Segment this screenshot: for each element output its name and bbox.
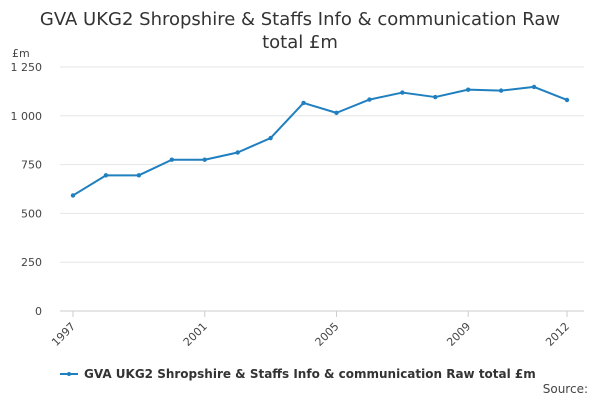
data-point-2005[interactable] bbox=[334, 110, 339, 116]
data-point-2009[interactable] bbox=[466, 87, 471, 92]
data-point-1999[interactable] bbox=[136, 173, 142, 178]
legend-swatch-icon bbox=[60, 366, 78, 382]
data-point-2002[interactable] bbox=[235, 150, 240, 155]
series-layer bbox=[70, 84, 570, 198]
x-tick-label-1997: 1997 bbox=[49, 320, 78, 349]
data-point-1998[interactable] bbox=[103, 173, 109, 178]
data-point-2003[interactable] bbox=[268, 135, 273, 141]
chart-title-line-2: total £m bbox=[262, 32, 338, 53]
chart-title: GVA UKG2 Shropshire & Staffs Info & comm… bbox=[0, 8, 600, 54]
x-tick-label-2005: 2005 bbox=[313, 320, 342, 349]
data-point-2012[interactable] bbox=[564, 97, 570, 103]
y-tick-label-500: 500 bbox=[21, 207, 42, 220]
data-point-2008[interactable] bbox=[433, 94, 438, 100]
legend[interactable]: GVA UKG2 Shropshire & Staffs Info & comm… bbox=[60, 366, 536, 382]
data-point-2010[interactable] bbox=[498, 88, 504, 93]
x-tick-label-2001: 2001 bbox=[181, 320, 210, 349]
series-line-0 bbox=[72, 85, 568, 197]
y-tick-label-1000: 1 000 bbox=[11, 110, 43, 123]
y-axis-label: £m bbox=[12, 47, 30, 60]
data-point-1997[interactable] bbox=[70, 193, 76, 198]
y-tick-label-250: 250 bbox=[21, 256, 42, 269]
data-point-2011[interactable] bbox=[531, 84, 537, 90]
x-tick-label-2009: 2009 bbox=[444, 320, 473, 349]
chart-title-line-1: GVA UKG2 Shropshire & Staffs Info & comm… bbox=[39, 9, 561, 30]
source-label: Source: bbox=[542, 382, 588, 396]
y-tick-label-1250: 1 250 bbox=[11, 61, 43, 74]
y-tick-label-0: 0 bbox=[35, 305, 42, 318]
data-point-2006[interactable] bbox=[367, 97, 372, 102]
y-axis: 0 250 500 750 1 000 1 250 bbox=[11, 61, 43, 318]
legend-label: GVA UKG2 Shropshire & Staffs Info & comm… bbox=[84, 367, 536, 381]
grid-lines bbox=[60, 66, 584, 312]
x-axis: 1997 2001 2005 2009 2012 bbox=[49, 311, 572, 349]
data-point-2004[interactable] bbox=[301, 100, 306, 106]
x-tick-label-2012: 2012 bbox=[543, 320, 572, 349]
data-point-2001[interactable] bbox=[202, 157, 207, 162]
data-point-2000[interactable] bbox=[169, 157, 174, 162]
y-tick-label-750: 750 bbox=[21, 159, 42, 172]
data-point-2007[interactable] bbox=[400, 90, 405, 95]
